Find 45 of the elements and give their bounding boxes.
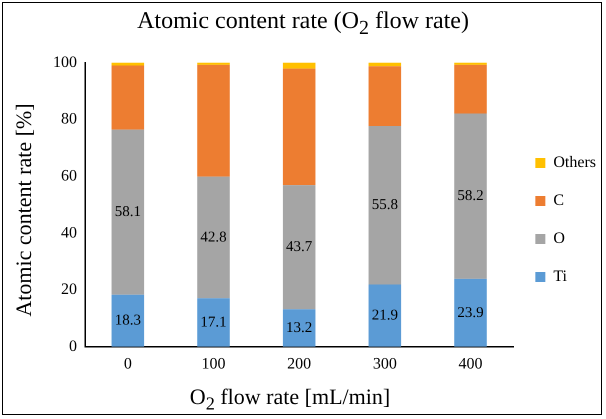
data-label: 58.2 (457, 188, 484, 204)
bar (368, 66, 402, 126)
bar (197, 298, 230, 347)
x-tick-label: 400 (458, 356, 483, 373)
legend-label: Ti (553, 268, 568, 286)
data-label: 23.9 (457, 304, 484, 321)
legend-label: O (553, 230, 565, 248)
bar (454, 113, 487, 279)
data-label: 42.8 (200, 229, 227, 246)
y-tick-label: 40 (61, 224, 77, 242)
bar (197, 176, 230, 298)
data-label: 58.1 (114, 204, 141, 220)
bar (282, 68, 316, 186)
y-tick-label: 0 (69, 338, 77, 356)
data-label: 43.7 (286, 239, 313, 256)
y-tick-label: 80 (61, 110, 77, 128)
bar (112, 65, 144, 130)
bar (454, 64, 487, 114)
data-label: 21.9 (372, 308, 398, 324)
bar (282, 62, 316, 69)
x-tick-label: 100 (202, 356, 226, 373)
bar (454, 278, 487, 347)
x-tick-label: 200 (287, 356, 312, 373)
bar (282, 185, 316, 310)
x-axis-title: O$_{2}$ flow rate [mL/min] (188, 384, 392, 414)
x-tick-label: 0 (124, 356, 132, 373)
y-axis-title: Atomic content rate [%] (11, 103, 37, 317)
data-label: 18.3 (114, 312, 141, 329)
data-label: 17.1 (200, 314, 227, 330)
data-label: 55.8 (372, 197, 398, 214)
x-tick-label: 300 (372, 356, 397, 373)
data-label: 13.2 (286, 320, 312, 336)
y-tick-label: 100 (53, 54, 77, 71)
bar (368, 126, 402, 285)
chart-title: Atomic content rate (O$_{2}$ flow rate) (136, 8, 470, 40)
y-tick-label: 20 (61, 281, 77, 298)
bar (368, 62, 402, 66)
bar (197, 64, 230, 177)
legend-label: C (553, 192, 564, 210)
bar (112, 294, 144, 347)
bar (368, 284, 402, 347)
bar (112, 130, 144, 295)
y-tick-label: 60 (61, 167, 77, 184)
legend-label: Others (553, 154, 596, 172)
bar (282, 309, 316, 347)
